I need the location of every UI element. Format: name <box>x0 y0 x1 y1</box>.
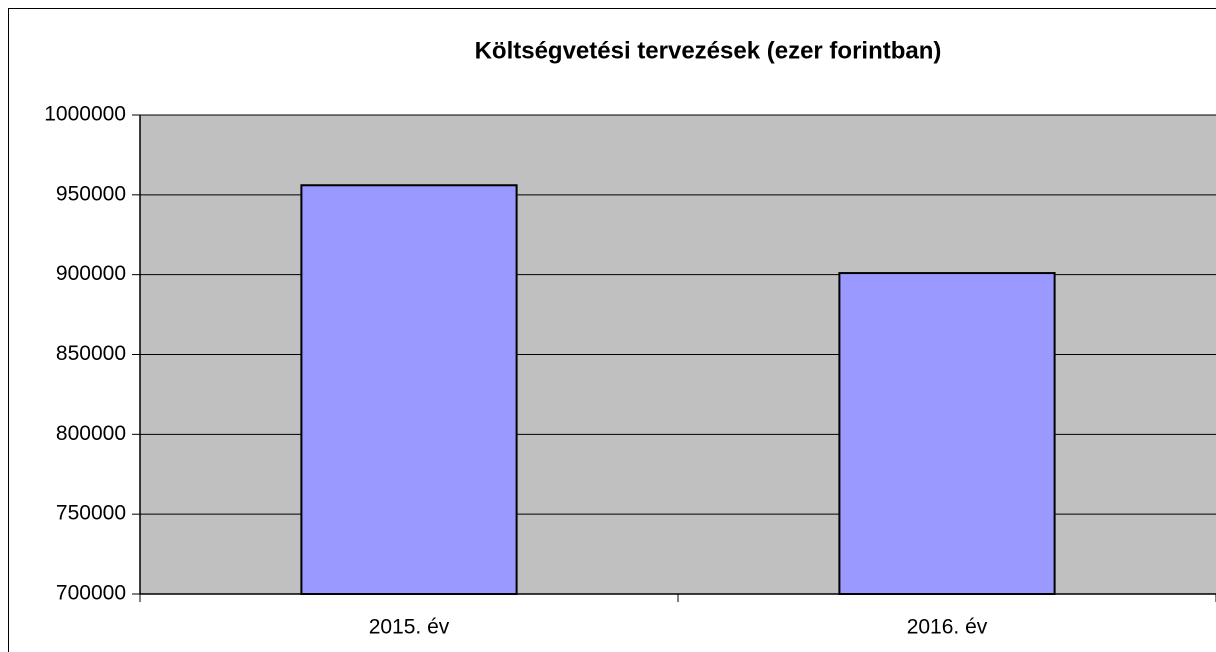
y-tick-label: 950000 <box>56 182 126 205</box>
y-tick-label: 750000 <box>56 502 126 525</box>
x-tick-label: 2016. év <box>907 616 988 639</box>
y-tick-label: 850000 <box>56 342 126 365</box>
chart-title: Költségvetési tervezések (ezer forintban… <box>475 37 942 64</box>
bar <box>838 272 1056 595</box>
y-tick-label: 800000 <box>56 422 126 445</box>
bar <box>300 184 518 595</box>
y-tick-label: 1000000 <box>44 103 126 126</box>
y-tick-label: 900000 <box>56 262 126 285</box>
x-tick-label: 2015. év <box>369 616 450 639</box>
y-tick-label: 700000 <box>56 582 126 605</box>
